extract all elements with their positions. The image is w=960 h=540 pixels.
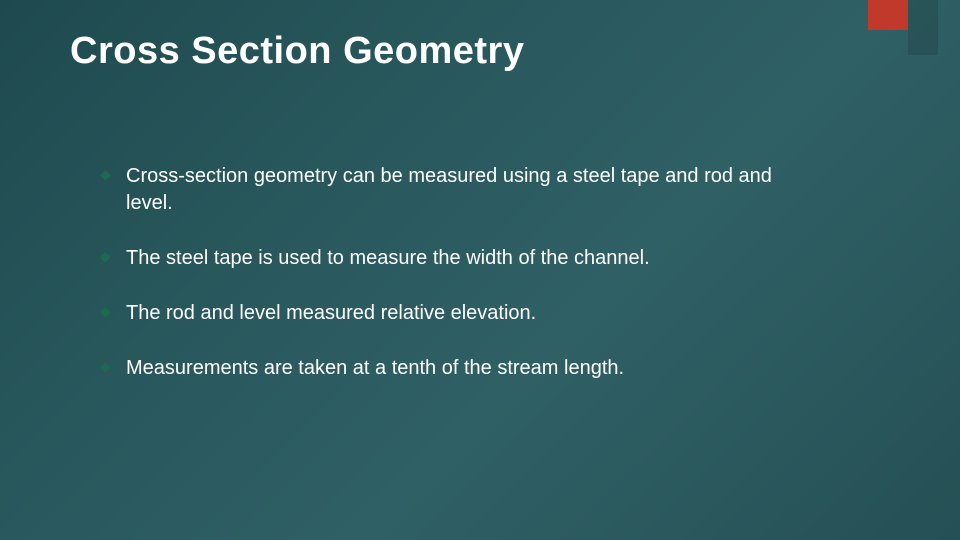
accent-bar-shadow bbox=[908, 0, 938, 55]
slide-container: Cross Section Geometry Cross-section geo… bbox=[0, 0, 960, 540]
bullet-item: The steel tape is used to measure the wi… bbox=[100, 245, 800, 272]
bullet-item: Measurements are taken at a tenth of the… bbox=[100, 355, 800, 382]
slide-title: Cross Section Geometry bbox=[70, 30, 890, 73]
bullet-item: The rod and level measured relative elev… bbox=[100, 300, 800, 327]
bullet-list: Cross-section geometry can be measured u… bbox=[70, 163, 890, 382]
accent-bar bbox=[868, 0, 908, 30]
bullet-item: Cross-section geometry can be measured u… bbox=[100, 163, 800, 217]
